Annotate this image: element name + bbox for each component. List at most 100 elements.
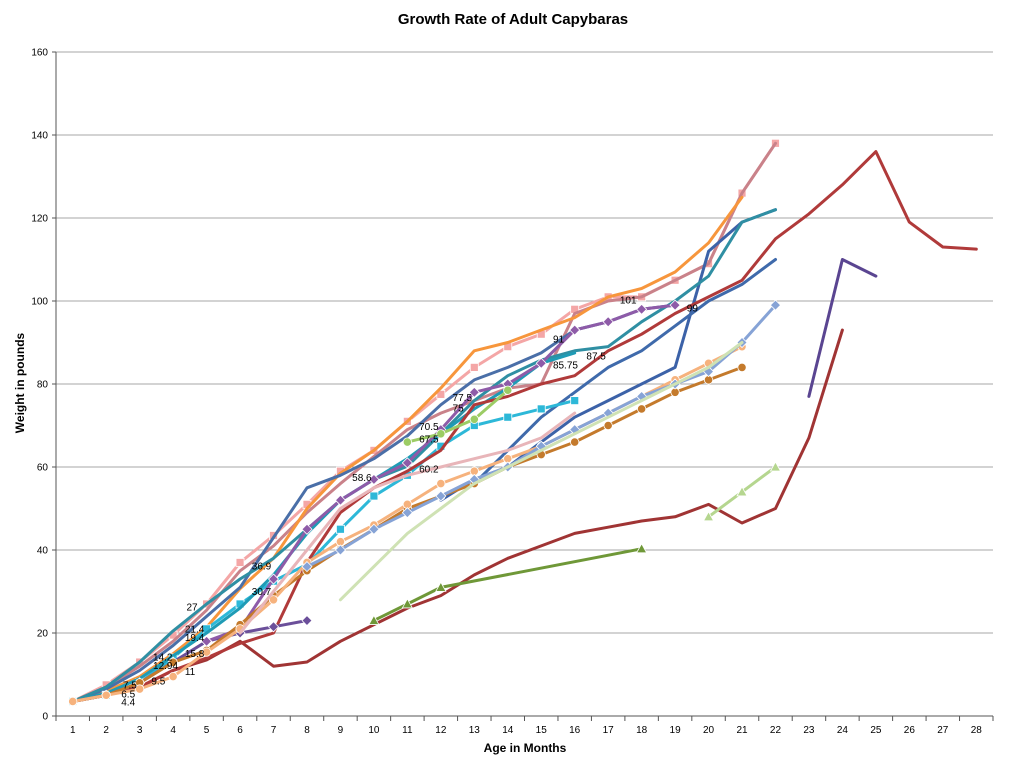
data-point (503, 412, 513, 422)
data-point (301, 561, 313, 573)
series-line (71, 208, 777, 703)
data-label: 15.8 (185, 649, 205, 660)
data-point (737, 362, 747, 372)
data-label: 36.9 (252, 561, 272, 572)
series-18 (238, 411, 577, 635)
data-point (369, 491, 379, 501)
series-line (372, 547, 644, 622)
data-point (368, 523, 380, 535)
data-label: 19.4 (185, 633, 205, 644)
y-tick-label: 40 (37, 546, 49, 557)
data-point (301, 523, 313, 535)
data-point (769, 299, 782, 311)
x-tick-label: 6 (237, 725, 243, 736)
y-tick-label: 140 (31, 131, 48, 142)
x-tick-label: 10 (368, 725, 380, 736)
x-tick-label: 9 (338, 725, 344, 736)
chart-title: Growth Rate of Adult Capybaras (398, 11, 628, 28)
data-point (570, 437, 580, 447)
data-label: 77.5 (453, 393, 473, 404)
series-20 (402, 385, 513, 447)
data-point (468, 386, 480, 398)
x-tick-label: 24 (837, 725, 849, 736)
data-label: 6.5 (121, 690, 135, 701)
data-point (336, 524, 345, 534)
series-line (807, 258, 878, 398)
data-label: 75 (453, 404, 465, 415)
data-label: 11 (185, 667, 196, 678)
data-label: 70.5 (419, 422, 439, 433)
data-point (536, 404, 546, 414)
data-point (736, 486, 748, 497)
x-tick-label: 11 (402, 725, 413, 736)
series-group (67, 138, 978, 708)
data-point (135, 684, 145, 694)
series-19 (338, 341, 744, 602)
data-point (301, 614, 313, 627)
x-tick-label: 4 (170, 725, 176, 736)
x-tick-label: 26 (904, 725, 916, 736)
data-point (535, 357, 547, 369)
series-line (71, 399, 577, 703)
series-17 (301, 299, 782, 573)
series-13 (807, 258, 878, 398)
series-line (472, 258, 777, 486)
data-point (201, 647, 212, 657)
data-label: 67.5 (419, 434, 439, 445)
gridlines (56, 51, 993, 634)
data-point (402, 437, 412, 447)
data-label: 12.94 (153, 661, 178, 672)
x-tick-label: 27 (937, 725, 949, 736)
x-tick-label: 21 (736, 725, 748, 736)
series-21 (702, 461, 782, 522)
data-label: 87.5 (586, 351, 606, 362)
x-tick-label: 19 (670, 725, 682, 736)
x-tick-label: 28 (971, 725, 983, 736)
data-point (702, 510, 715, 522)
data-point (334, 544, 347, 556)
x-tick-label: 8 (304, 725, 310, 736)
data-point (570, 396, 580, 406)
series-9 (71, 351, 577, 703)
x-axis-title: Age in Months (484, 741, 567, 755)
data-point (769, 461, 782, 472)
data-point (68, 696, 78, 707)
data-point (469, 414, 479, 424)
y-tick-label: 20 (37, 629, 49, 640)
data-point (401, 507, 413, 519)
y-tick-label: 0 (42, 712, 48, 723)
data-label: 60.2 (419, 465, 439, 476)
y-axis-title: Weight in pounds (13, 332, 27, 433)
y-tick-label: 120 (31, 214, 48, 225)
series-3 (71, 195, 744, 703)
x-tick-label: 2 (103, 725, 109, 736)
data-point (436, 429, 446, 439)
x-tick-label: 17 (603, 725, 615, 736)
series-line (238, 411, 577, 635)
series-line (71, 150, 978, 703)
x-tick-label: 12 (435, 725, 447, 736)
y-tick-label: 80 (37, 380, 49, 391)
x-tick-label: 16 (569, 725, 581, 736)
x-tick-label: 22 (770, 725, 782, 736)
x-tick-label: 5 (204, 725, 210, 736)
data-point (635, 542, 648, 554)
y-tick-label: 60 (37, 463, 49, 474)
data-label: 101 (620, 295, 637, 306)
series-6 (472, 258, 777, 486)
data-point (637, 404, 647, 414)
data-point (603, 420, 613, 431)
data-point (469, 362, 479, 372)
series-7 (71, 208, 777, 703)
x-tick-label: 14 (502, 725, 514, 736)
data-point (267, 621, 280, 633)
x-tick-label: 13 (469, 725, 481, 736)
data-label: 27 (187, 602, 199, 613)
data-point (168, 671, 178, 682)
x-tick-label: 3 (137, 725, 143, 736)
series-14 (201, 299, 681, 647)
data-label: 91 (553, 335, 565, 346)
